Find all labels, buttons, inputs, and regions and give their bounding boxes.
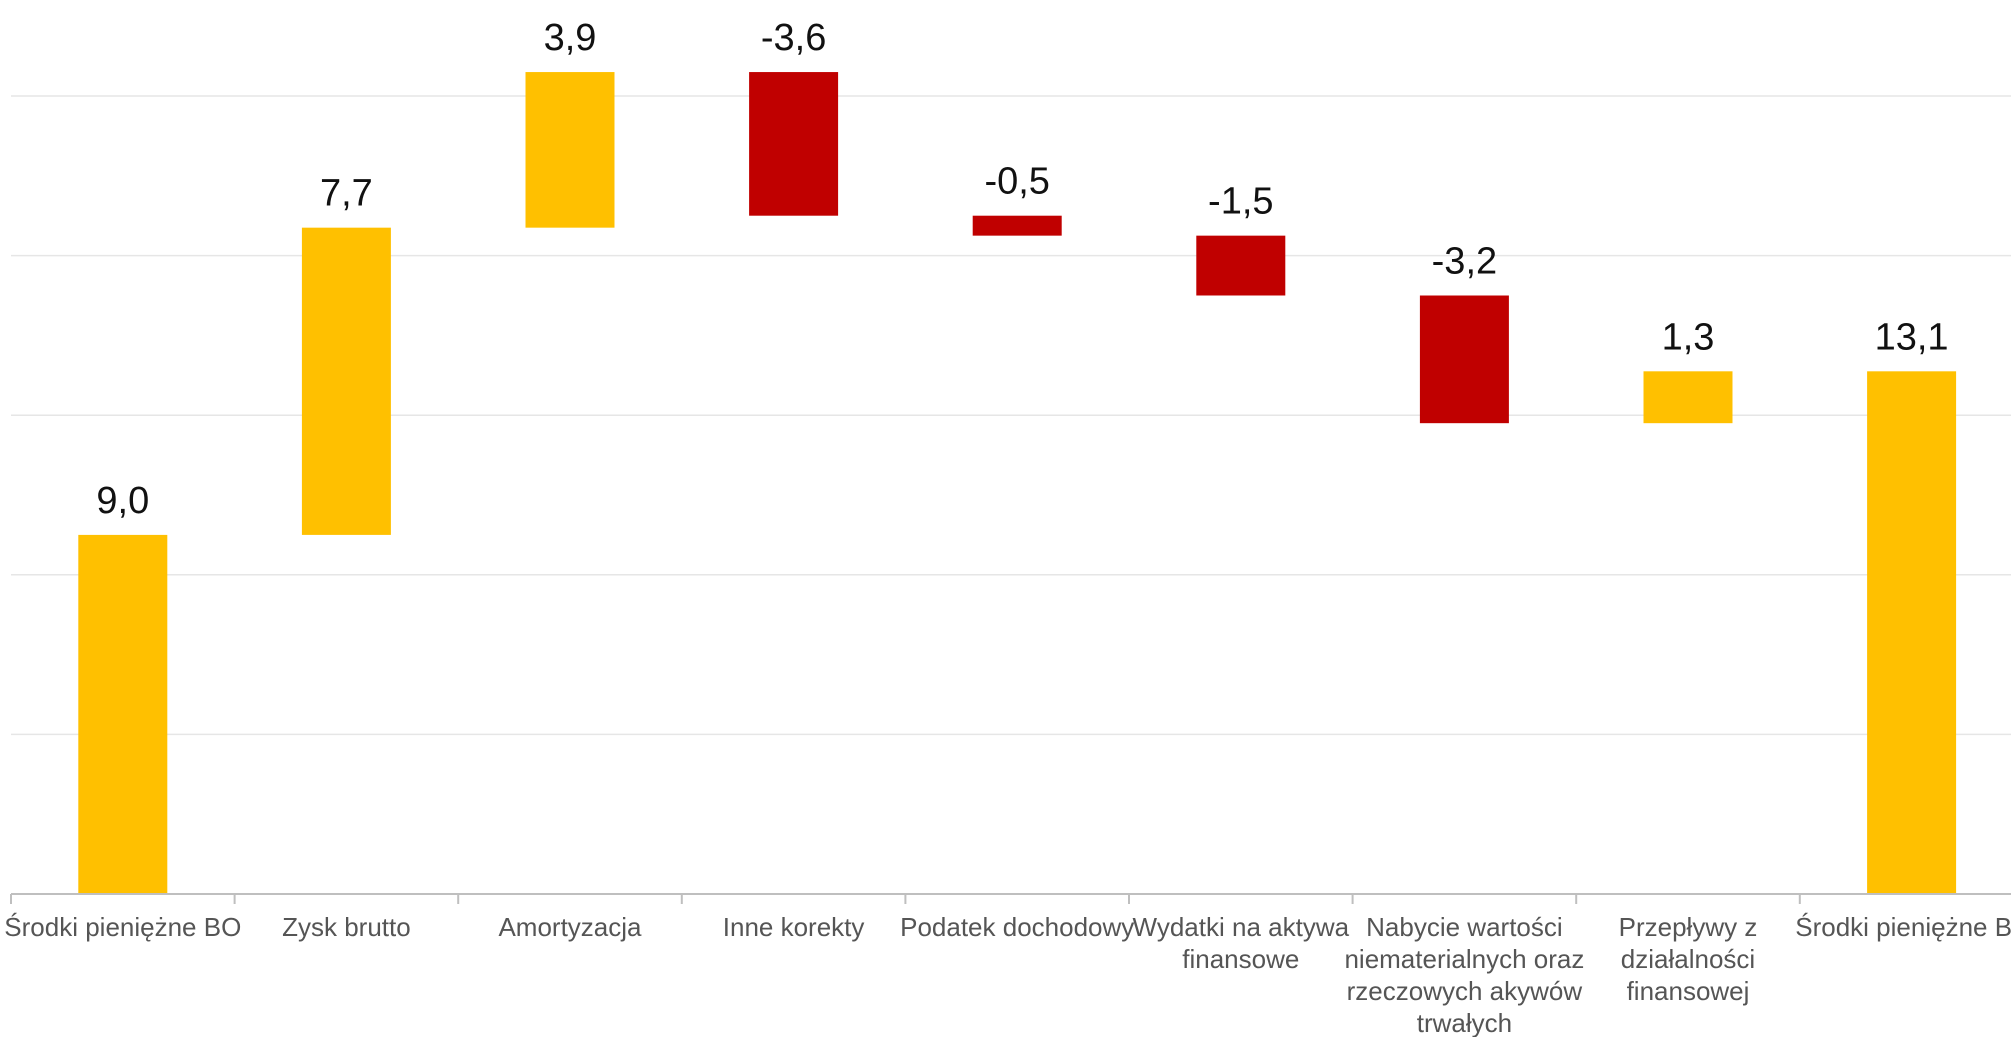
tick-label-line: finansowej	[1627, 976, 1750, 1006]
tick-label-line: działalności	[1621, 944, 1755, 974]
waterfall-bar	[972, 215, 1062, 236]
data-label: -3,2	[1432, 241, 1497, 283]
waterfall-bar	[1196, 235, 1286, 296]
tick-label-line: Wydatki na aktywa	[1133, 912, 1350, 942]
waterfall-bar	[1419, 295, 1509, 424]
tick-label-line: niematerialnych oraz	[1344, 944, 1584, 974]
tick-label-line: finansowe	[1182, 944, 1299, 974]
data-label: -3,6	[761, 17, 826, 59]
tick-label-line: Zysk brutto	[282, 912, 411, 942]
waterfall-bar	[525, 72, 615, 228]
category-labels: Środki pieniężne BO Zysk brutto Amortyzacj…	[4, 912, 2011, 1038]
tick-label-line: rzeczowych akywów	[1347, 976, 1583, 1006]
bars	[78, 72, 1957, 894]
tick-label: Amortyzacja	[498, 912, 642, 942]
waterfall-bar	[749, 72, 839, 216]
tick-label: Nabycie wartości niematerialnych oraz rzec…	[1344, 912, 1584, 1037]
data-label: -0,5	[984, 161, 1049, 203]
data-label: 3,9	[544, 17, 597, 59]
tick-label: Podatek dochodowy	[900, 912, 1134, 942]
tick-label-line: Środki pieniężne BO	[4, 912, 241, 942]
tick-label-line: Amortyzacja	[498, 912, 642, 942]
tick-label: Środki pieniężne BO	[4, 912, 241, 942]
tick-label-line: Przepływy z	[1619, 912, 1758, 942]
data-label: 13,1	[1875, 316, 1949, 358]
tick-label: Przepływy z działalności finansowej	[1619, 912, 1758, 1006]
tick-label-line: Podatek dochodowy	[900, 912, 1134, 942]
data-label: 9,0	[96, 480, 149, 522]
tick-label: Zysk brutto	[282, 912, 411, 942]
tick-label: Inne korekty	[723, 912, 865, 942]
waterfall-bar	[301, 227, 391, 535]
tick-label: Wydatki na aktywa finansowe	[1133, 912, 1350, 974]
waterfall-bar	[78, 534, 168, 894]
data-label: 7,7	[320, 173, 373, 215]
tick-label-line: trwałych	[1417, 1008, 1512, 1037]
tick-label-line: Nabycie wartości	[1366, 912, 1563, 942]
waterfall-bar	[1643, 371, 1733, 424]
tick-label-line: Środki pieniężne BZ	[1795, 912, 2011, 942]
x-axis	[10, 893, 2011, 904]
data-label: 1,3	[1662, 316, 1715, 358]
tick-label: Środki pieniężne BZ	[1795, 912, 2011, 942]
data-label: -1,5	[1208, 181, 1273, 223]
value-labels: 9,0 7,7 3,9 -3,6 -0,5 -1,5 -3,2 1,3 13,1	[96, 17, 1948, 522]
waterfall-bar	[1867, 371, 1957, 894]
tick-label-line: Inne korekty	[723, 912, 865, 942]
